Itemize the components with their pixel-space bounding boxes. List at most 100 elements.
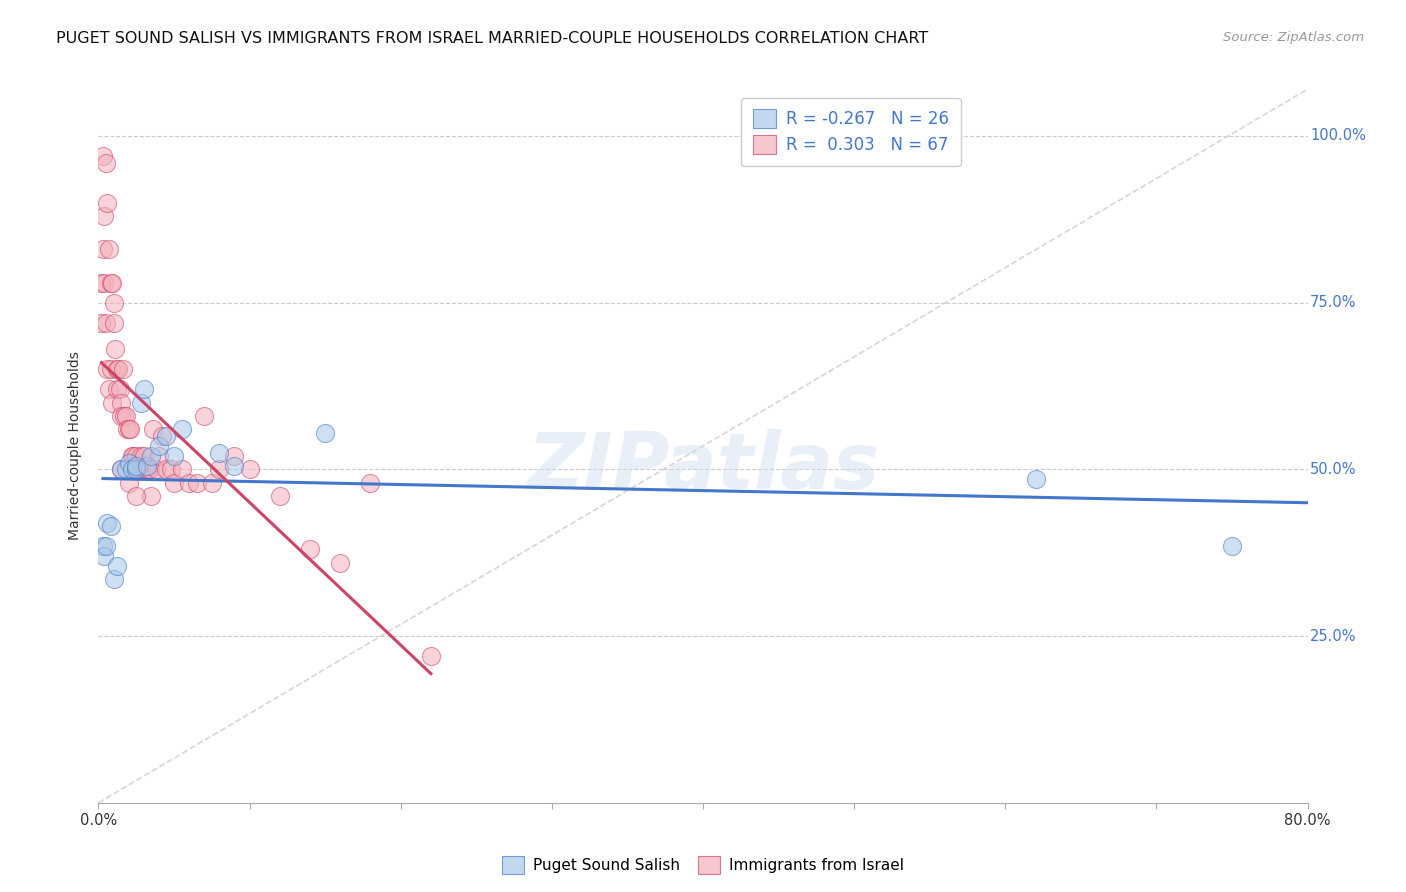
Point: [103, 316, 125, 330]
Point: [135, 458, 157, 473]
Point: [96, 516, 118, 530]
Point: [121, 449, 143, 463]
Point: [125, 449, 148, 463]
Point: [105, 362, 128, 376]
Point: [129, 449, 152, 463]
Point: [101, 276, 124, 290]
Point: [118, 456, 141, 470]
Point: [360, 475, 382, 490]
Point: [136, 462, 159, 476]
Point: [104, 343, 127, 357]
Point: [125, 489, 148, 503]
Point: [108, 382, 131, 396]
Point: [94, 316, 117, 330]
Text: Source: ZipAtlas.com: Source: ZipAtlas.com: [1223, 31, 1364, 45]
Point: [163, 449, 186, 463]
Text: 75.0%: 75.0%: [1310, 295, 1357, 310]
Point: [208, 445, 231, 459]
Point: [141, 489, 163, 503]
Point: [155, 429, 177, 443]
Point: [101, 395, 124, 409]
Point: [125, 462, 148, 476]
Point: [208, 462, 231, 476]
Point: [142, 422, 165, 436]
Point: [112, 409, 135, 423]
Point: [110, 395, 132, 409]
Point: [96, 362, 118, 376]
Point: [93, 209, 115, 223]
Point: [103, 295, 125, 310]
Point: [93, 276, 115, 290]
Point: [124, 462, 146, 476]
Point: [94, 539, 117, 553]
Point: [1220, 539, 1243, 553]
Point: [110, 462, 132, 476]
Text: PUGET SOUND SALISH VS IMMIGRANTS FROM ISRAEL MARRIED-COUPLE HOUSEHOLDS CORRELATI: PUGET SOUND SALISH VS IMMIGRANTS FROM IS…: [56, 31, 928, 46]
Text: 100.0%: 100.0%: [1310, 128, 1365, 144]
Point: [419, 649, 441, 664]
Point: [150, 429, 173, 443]
Point: [118, 475, 141, 490]
Point: [114, 462, 136, 476]
Point: [105, 559, 128, 574]
Point: [329, 556, 352, 570]
Point: [224, 449, 246, 463]
Point: [91, 242, 114, 256]
Point: [96, 195, 118, 210]
Point: [155, 462, 177, 476]
Point: [132, 449, 155, 463]
Point: [193, 409, 215, 423]
Point: [91, 539, 114, 553]
Point: [98, 242, 121, 256]
Point: [93, 549, 115, 563]
Point: [125, 458, 148, 473]
Point: [90, 276, 112, 290]
Point: [160, 462, 183, 476]
Point: [224, 458, 246, 473]
Point: [121, 462, 143, 476]
Point: [107, 362, 129, 376]
Text: 50.0%: 50.0%: [1310, 462, 1357, 477]
Point: [110, 409, 132, 423]
Point: [132, 382, 155, 396]
Point: [129, 395, 152, 409]
Point: [90, 316, 112, 330]
Point: [127, 462, 149, 476]
Point: [170, 422, 193, 436]
Point: [239, 462, 262, 476]
Point: [120, 422, 142, 436]
Point: [118, 422, 141, 436]
Point: [1024, 472, 1046, 486]
Y-axis label: Married-couple Households: Married-couple Households: [69, 351, 83, 541]
Point: [94, 155, 117, 169]
Legend: R = -0.267   N = 26, R =  0.303   N = 67: R = -0.267 N = 26, R = 0.303 N = 67: [741, 97, 960, 166]
Legend: Puget Sound Salish, Immigrants from Israel: Puget Sound Salish, Immigrants from Isra…: [496, 850, 910, 880]
Point: [114, 409, 136, 423]
Point: [314, 425, 336, 440]
Point: [269, 489, 291, 503]
Point: [111, 362, 134, 376]
Point: [122, 449, 145, 463]
Point: [148, 449, 170, 463]
Point: [128, 462, 150, 476]
Point: [170, 462, 193, 476]
Point: [98, 382, 121, 396]
Point: [110, 462, 132, 476]
Point: [91, 149, 114, 163]
Point: [299, 542, 322, 557]
Point: [148, 439, 170, 453]
Point: [105, 382, 128, 396]
Point: [100, 362, 122, 376]
Point: [115, 422, 138, 436]
Point: [131, 462, 153, 476]
Point: [100, 519, 122, 533]
Text: ZIPatlas: ZIPatlas: [527, 429, 879, 506]
Point: [141, 449, 163, 463]
Point: [139, 462, 162, 476]
Point: [134, 462, 156, 476]
Point: [135, 462, 157, 476]
Point: [145, 462, 167, 476]
Point: [186, 475, 208, 490]
Point: [100, 276, 122, 290]
Point: [201, 475, 224, 490]
